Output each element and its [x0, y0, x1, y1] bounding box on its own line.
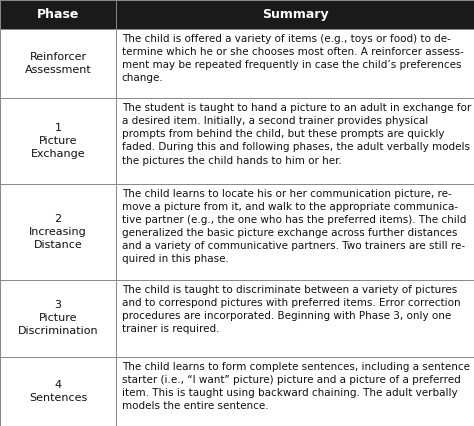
- Text: 4
Sentences: 4 Sentences: [29, 380, 87, 403]
- Bar: [0, 0, 474, 29]
- Bar: [0, 184, 474, 280]
- Text: The child is taught to discriminate between a variety of pictures
and to corresp: The child is taught to discriminate betw…: [122, 285, 460, 334]
- Text: 3
Picture
Discrimination: 3 Picture Discrimination: [18, 300, 99, 337]
- Text: The child learns to locate his or her communication picture, re-
move a picture : The child learns to locate his or her co…: [122, 189, 466, 265]
- Bar: [0, 357, 474, 426]
- Text: The student is taught to hand a picture to an adult in exchange for
a desired it: The student is taught to hand a picture …: [122, 104, 471, 166]
- Bar: [0, 29, 474, 98]
- Text: 2
Increasing
Distance: 2 Increasing Distance: [29, 213, 87, 250]
- Text: Reinforcer
Assessment: Reinforcer Assessment: [25, 52, 91, 75]
- Text: 1
Picture
Exchange: 1 Picture Exchange: [31, 123, 85, 159]
- Text: The child is offered a variety of items (e.g., toys or food) to de-
termine whic: The child is offered a variety of items …: [122, 34, 464, 83]
- Bar: [0, 280, 474, 357]
- Text: Summary: Summary: [262, 8, 328, 21]
- Bar: [0, 98, 474, 184]
- Text: Phase: Phase: [37, 8, 79, 21]
- Text: The child learns to form complete sentences, including a sentence
starter (i.e.,: The child learns to form complete senten…: [122, 362, 470, 412]
